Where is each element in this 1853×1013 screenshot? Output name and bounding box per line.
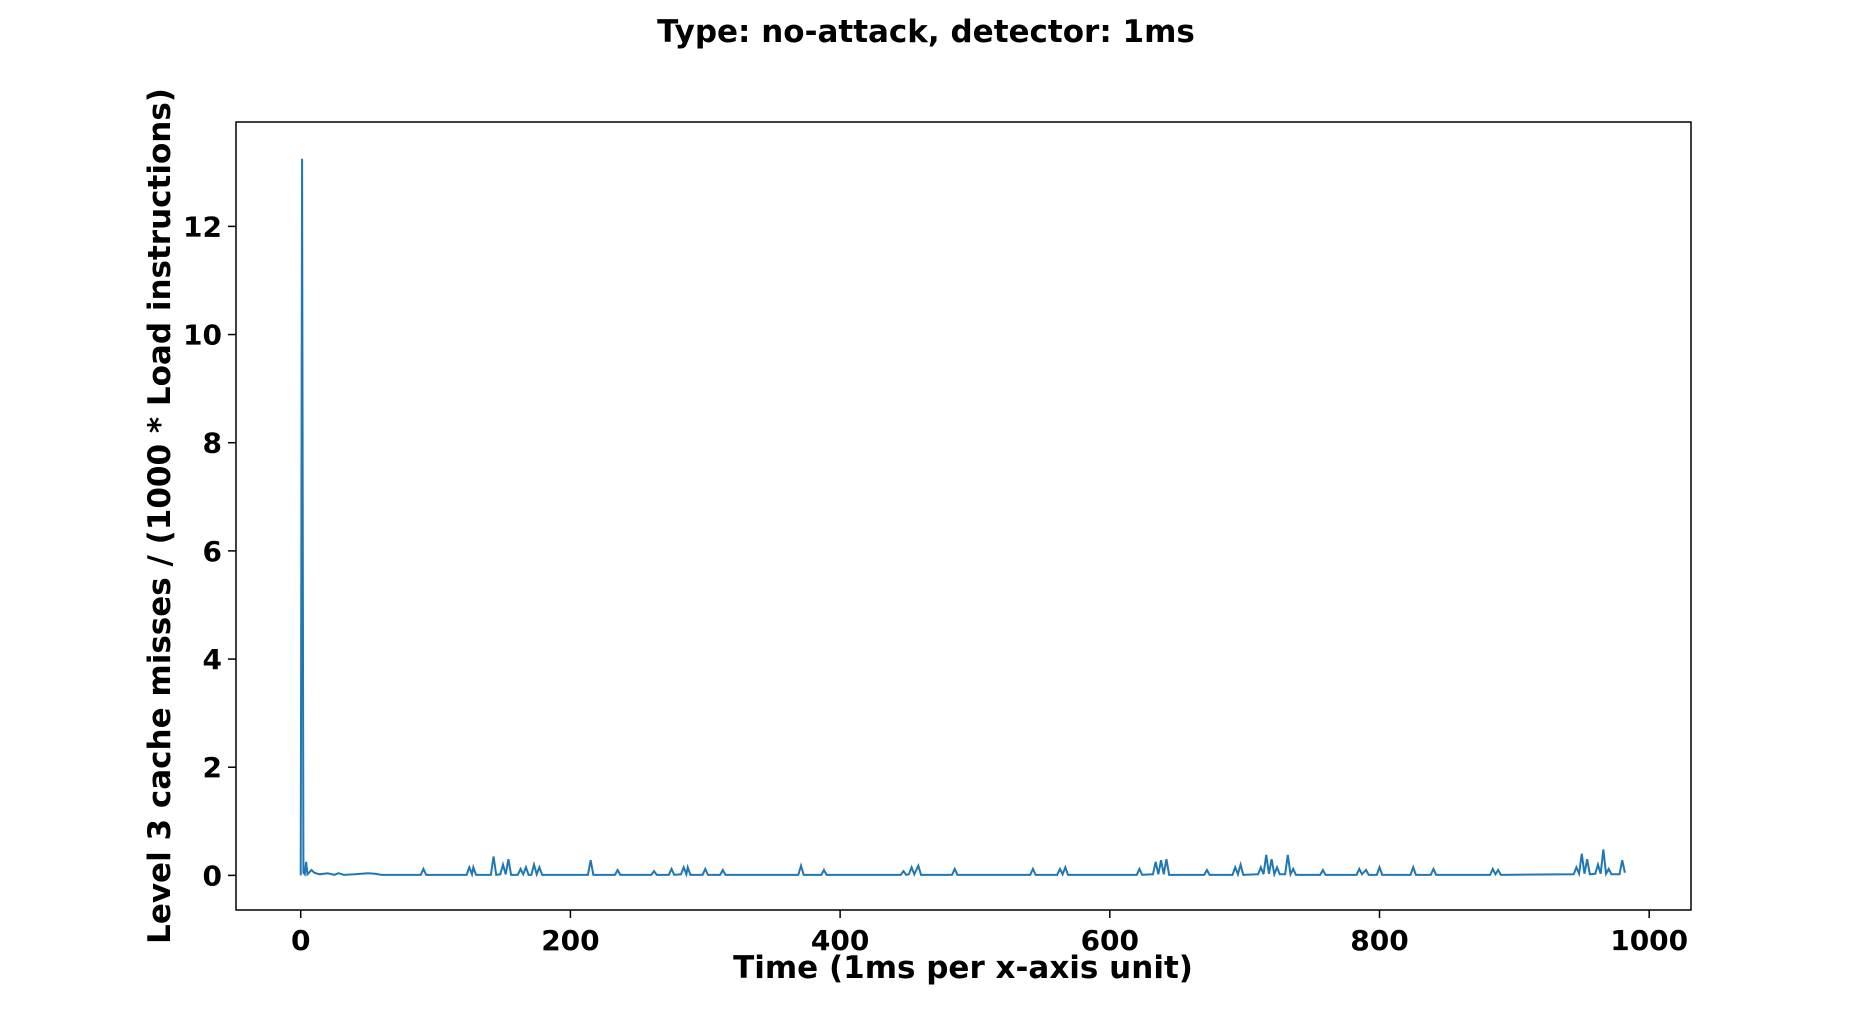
x-tick-label: 200 (541, 924, 599, 957)
data-line (299, 158, 1626, 879)
y-axis-label: Level 3 cache misses / (1000 * Load inst… (142, 88, 178, 944)
y-tick-label: 8 (203, 427, 222, 460)
x-axis-label: Time (1ms per x-axis unit) (733, 950, 1193, 986)
x-tick-label: 800 (1350, 924, 1408, 957)
chart-title: Type: no-attack, detector: 1ms (657, 14, 1195, 50)
y-tick-label: 4 (203, 643, 222, 676)
y-tick-label: 6 (203, 535, 222, 568)
y-tick-label: 10 (183, 319, 222, 352)
x-tick-label: 400 (811, 924, 869, 957)
y-tick-label: 0 (203, 859, 222, 892)
plot-frame (235, 121, 1692, 911)
y-tick-label: 2 (203, 751, 222, 784)
x-tick-label: 1000 (1610, 924, 1688, 957)
y-tick-label: 12 (183, 210, 222, 243)
x-tick-label: 0 (291, 924, 310, 957)
x-tick-label: 600 (1081, 924, 1139, 957)
